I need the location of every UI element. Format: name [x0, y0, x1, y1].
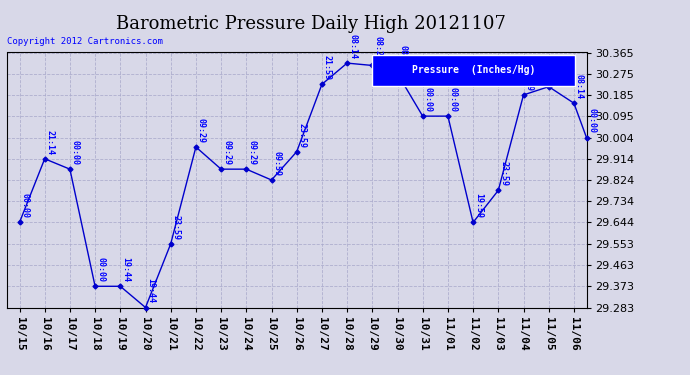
- Text: 21:14: 21:14: [46, 130, 55, 154]
- Text: 19:59: 19:59: [474, 193, 483, 218]
- Text: 00:00: 00:00: [424, 87, 433, 112]
- Text: 23:59: 23:59: [172, 215, 181, 240]
- Text: 08:14: 08:14: [575, 74, 584, 99]
- Text: 07:14: 07:14: [550, 57, 559, 82]
- Text: Barometric Pressure Daily High 20121107: Barometric Pressure Daily High 20121107: [115, 15, 506, 33]
- Text: 08:14: 08:14: [399, 45, 408, 69]
- Text: 19:44: 19:44: [121, 257, 130, 282]
- Text: 19:44: 19:44: [146, 278, 155, 303]
- Text: Copyright 2012 Cartronics.com: Copyright 2012 Cartronics.com: [7, 38, 163, 46]
- Text: 00:00: 00:00: [96, 257, 105, 282]
- Text: 00:00: 00:00: [588, 108, 597, 134]
- Text: 00:00: 00:00: [71, 140, 80, 165]
- Text: 23:59: 23:59: [500, 161, 509, 186]
- Text: 09:29: 09:29: [247, 140, 257, 165]
- Text: 09:29: 09:29: [222, 140, 231, 165]
- Text: 23:59: 23:59: [298, 123, 307, 147]
- Text: 00:00: 00:00: [21, 193, 30, 218]
- Text: 08:29: 08:29: [373, 36, 382, 61]
- Text: Pressure  (Inches/Hg): Pressure (Inches/Hg): [412, 65, 535, 75]
- FancyBboxPatch shape: [372, 55, 575, 86]
- Text: 08:59: 08:59: [524, 66, 533, 91]
- Text: 21:59: 21:59: [323, 55, 332, 80]
- Text: 09:59: 09:59: [273, 151, 282, 176]
- Text: 00:00: 00:00: [449, 87, 458, 112]
- Text: 08:14: 08:14: [348, 34, 357, 59]
- Text: 09:29: 09:29: [197, 118, 206, 143]
